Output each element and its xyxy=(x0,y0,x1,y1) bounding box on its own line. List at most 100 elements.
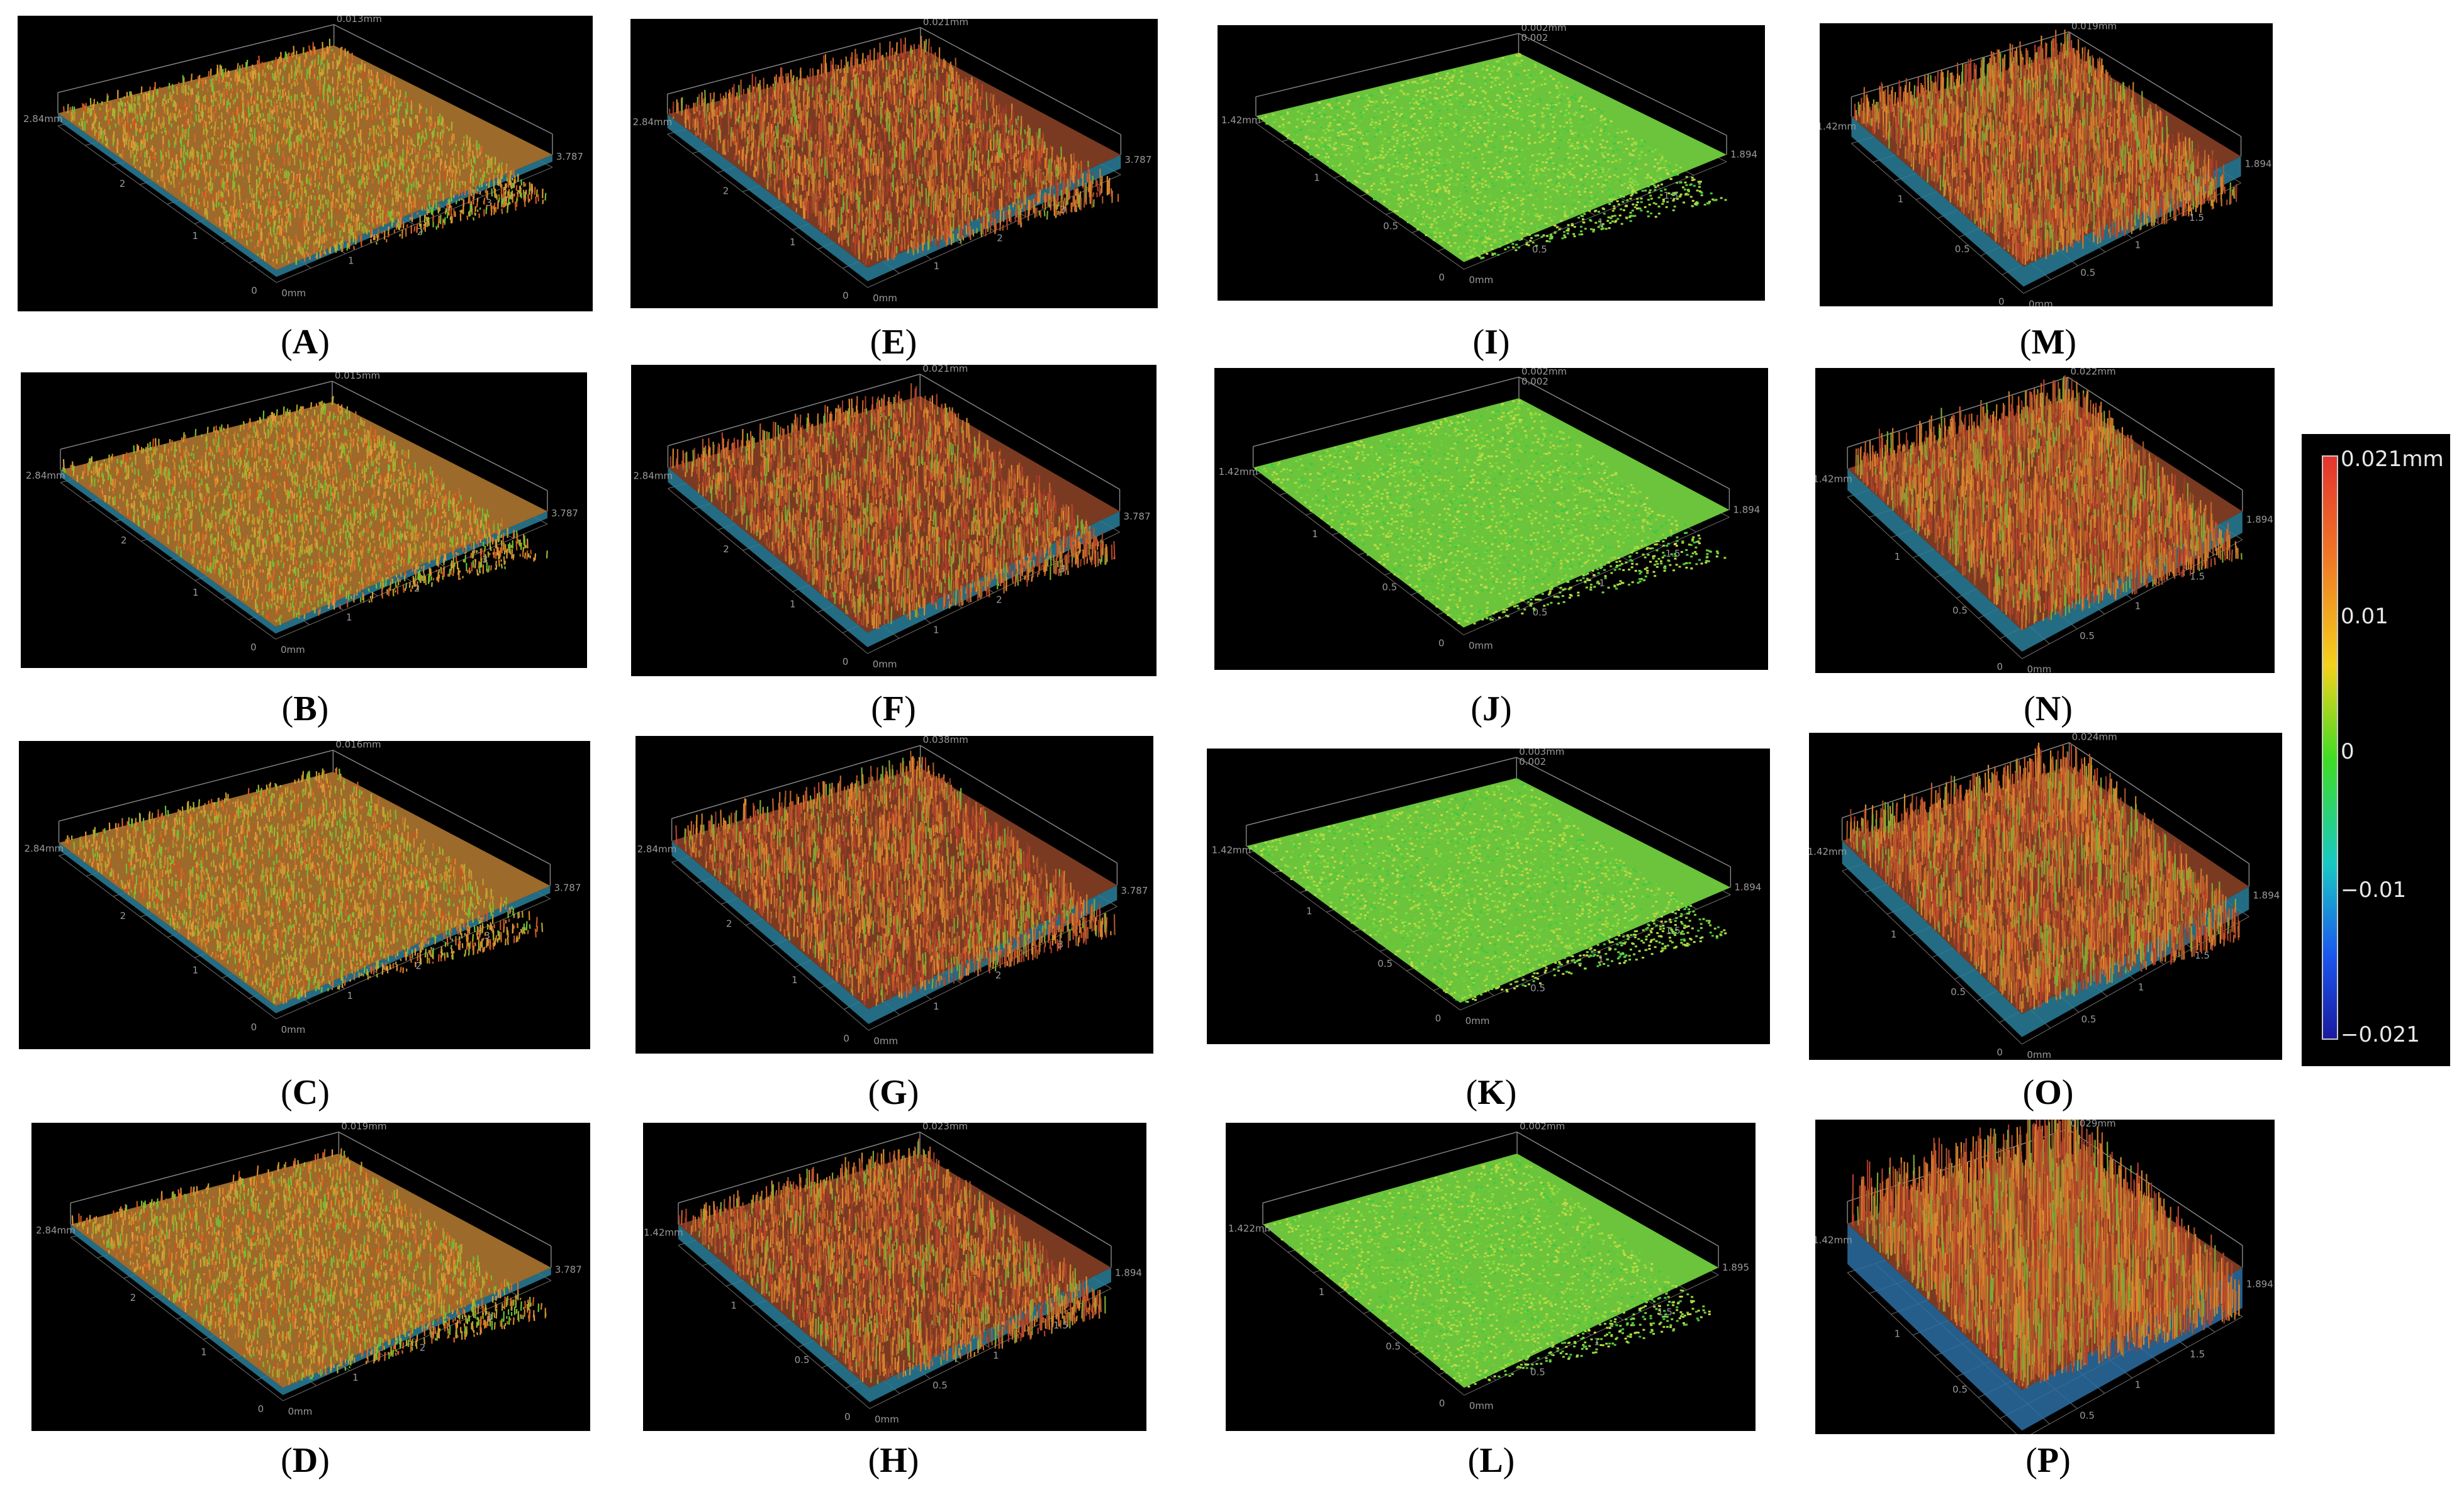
z-max-label: 0.013mm xyxy=(337,16,382,25)
y-extent-label: 2.84mm xyxy=(637,843,677,855)
x-tick-label: 0.5 xyxy=(1532,243,1547,255)
x-tick-label: 2 xyxy=(416,960,422,971)
y-tick-label: 0.5 xyxy=(1952,1384,1968,1395)
y-tick-label: 1 xyxy=(1898,193,1904,204)
y-tick-label: 0.5 xyxy=(1952,605,1968,616)
x-tick-label: 1 xyxy=(2135,601,2141,612)
surface-plot-f: 0.021mm 2.84mm 3.787 0 0mm 1 2 1 2 3 xyxy=(631,365,1156,676)
x-tick-label: 3 xyxy=(1059,564,1065,575)
y-tick-label: 2 xyxy=(723,186,729,197)
origin-x-label: 0mm xyxy=(1469,640,1493,651)
x-extent-label: 1.894 xyxy=(1734,882,1761,893)
surface-plot-m: 0.019mm 1.42mm 1.894 0 0mm 0.5 1 0.5 1 1.5 xyxy=(1820,23,2273,306)
y-tick-label: 1 xyxy=(1314,172,1320,183)
surface-top xyxy=(671,767,1117,1010)
y-tick-label: 2 xyxy=(120,178,126,189)
axis-frame xyxy=(57,24,553,155)
x-tick-label: 1 xyxy=(1599,577,1605,589)
y-extent-label: 1.42mm xyxy=(1219,466,1258,477)
y-extent-label: 2.84mm xyxy=(36,1225,76,1236)
z-sub-label: 0.002 xyxy=(1519,756,1546,767)
x-extent-label: 1.894 xyxy=(2245,158,2272,169)
origin-y-label: 0 xyxy=(251,1022,257,1033)
axis-frame xyxy=(666,27,1122,155)
x-tick-label: 1.5 xyxy=(1666,548,1681,559)
z-max-label: 0.021mm xyxy=(923,19,968,28)
origin-y-label: 0 xyxy=(1439,272,1445,283)
surface-svg-c: 0.016mm 2.84mm 3.787 0 0mm 1 2 1 2 3 xyxy=(25,741,581,1035)
y-tick-label: 1 xyxy=(790,599,796,610)
y-tick-label: 1 xyxy=(193,230,199,242)
caption-i: (I) xyxy=(1365,322,1617,362)
surface-svg-d: 0.019mm 2.84mm 3.787 0 0mm 1 2 1 2 3 xyxy=(36,1123,582,1417)
y-tick-label: 0.5 xyxy=(1382,582,1397,593)
y-extent-label: 1.42mm xyxy=(1815,474,1852,485)
z-max-label: 0.023mm xyxy=(922,1123,968,1132)
origin-x-label: 0mm xyxy=(1465,1015,1490,1027)
x-tick-label: 2 xyxy=(996,594,1002,605)
surface-svg-l: 0.002mm 1.422mm 1.895 0 0mm 0.5 1 0.5 1 1.5 xyxy=(1228,1123,1749,1411)
y-extent-label: 2.84mm xyxy=(23,113,63,125)
y-tick-label: 1 xyxy=(1895,551,1901,562)
x-tick-label: 0.5 xyxy=(932,1380,948,1391)
surface-plot-j: 0.002mm 0.002 1.42mm 1.894 0 0mm 0.5 1 0.5 1 1.5 xyxy=(1214,368,1768,670)
x-tick-label: 1 xyxy=(993,1350,999,1361)
origin-y-label: 0 xyxy=(258,1403,264,1415)
axis-frame xyxy=(60,381,548,511)
axis-frame xyxy=(1252,376,1730,510)
caption-f: (F) xyxy=(768,689,1019,729)
surface-plot-o: 0.024mm 1.42mm 1.894 0 0mm 0.5 1 0.5 1 1.5 xyxy=(1809,733,2282,1060)
axis-frame xyxy=(70,1132,552,1268)
caption-j: (J) xyxy=(1365,689,1617,729)
x-tick-label: 2 xyxy=(997,232,1003,243)
origin-x-label: 0mm xyxy=(2027,1049,2051,1060)
surface-plot-c: 0.016mm 2.84mm 3.787 0 0mm 1 2 1 2 3 xyxy=(19,741,590,1049)
y-extent-label: 1.42mm xyxy=(1212,845,1252,856)
x-extent-label: 1.894 xyxy=(1733,504,1760,515)
z-max-label: 0.038mm xyxy=(923,736,968,745)
surface-texture xyxy=(1846,742,2241,1013)
origin-x-label: 0mm xyxy=(873,292,897,304)
y-tick-label: 1 xyxy=(1312,528,1318,540)
x-tick-label: 1 xyxy=(934,260,940,272)
y-tick-label: 1 xyxy=(1891,928,1897,940)
axis-frame xyxy=(1847,376,2243,511)
surface-texture xyxy=(1852,1120,2240,1389)
surface-plot-e: 0.021mm 2.84mm 3.787 0 0mm 1 2 1 2 3 xyxy=(630,19,1158,308)
x-tick-label: 1.5 xyxy=(1664,190,1679,201)
x-extent-label: 3.787 xyxy=(1124,511,1151,522)
x-extent-label: 3.787 xyxy=(556,151,583,162)
surface-plot-l: 0.002mm 1.422mm 1.895 0 0mm 0.5 1 0.5 1 1.5 xyxy=(1226,1123,1756,1431)
y-tick-label: 1 xyxy=(790,237,796,248)
origin-y-label: 0 xyxy=(1435,1013,1442,1024)
caption-k: (K) xyxy=(1365,1072,1617,1113)
z-max-label: 0.024mm xyxy=(2072,733,2117,743)
x-tick-label: 0.5 xyxy=(1530,983,1545,994)
x-tick-label: 3 xyxy=(1058,938,1064,950)
surface-svg-g: 0.038mm 2.84mm 3.787 0 0mm 1 2 1 2 3 xyxy=(637,736,1148,1047)
surface-texture xyxy=(1255,399,1727,625)
caption-n: (N) xyxy=(1922,689,2174,729)
y-tick-label: 1 xyxy=(792,974,798,986)
surface-plot-n: 0.022mm 1.42mm 1.894 0 0mm 0.5 1 0.5 1 1.5 xyxy=(1815,368,2275,673)
surface-texture xyxy=(62,396,548,625)
x-extent-label: 3.787 xyxy=(554,882,581,894)
y-extent-label: 1.42mm xyxy=(1221,114,1261,126)
x-tick-label: 1 xyxy=(1598,217,1604,228)
origin-y-label: 0 xyxy=(250,642,257,653)
x-tick-label: 1 xyxy=(2135,1379,2141,1391)
caption-g: (G) xyxy=(768,1072,1019,1113)
origin-x-label: 0mm xyxy=(281,287,306,299)
color-scale-label-neg-0.01: −0.01 xyxy=(2341,877,2406,903)
y-extent-label: 2.84mm xyxy=(633,116,673,128)
surface-plot-i: 0.002mm 0.002 1.42mm 1.894 0 0mm 0.5 1 0.5 1 1.5 xyxy=(1218,25,1765,301)
axis-frame xyxy=(1245,757,1732,888)
x-tick-label: 1.5 xyxy=(1053,1320,1068,1331)
surface-texture xyxy=(1249,779,1727,1003)
surface-plot-d: 0.019mm 2.84mm 3.787 0 0mm 1 2 1 2 3 xyxy=(31,1123,590,1431)
z-max-label: 0.016mm xyxy=(335,741,381,750)
x-tick-label: 3 xyxy=(482,554,488,565)
x-tick-label: 3 xyxy=(486,1312,493,1323)
caption-l: (L) xyxy=(1365,1440,1617,1481)
